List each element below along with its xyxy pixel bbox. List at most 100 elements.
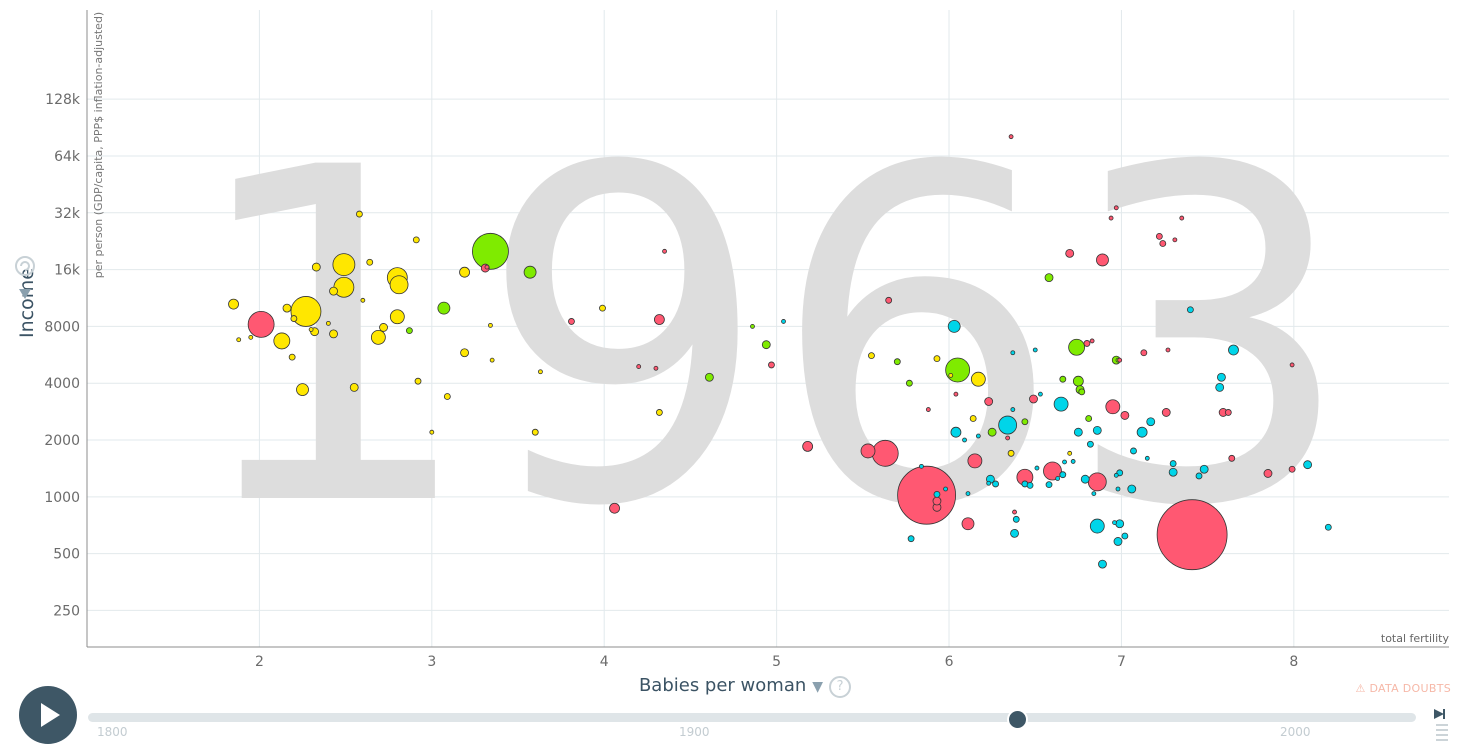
bubble[interactable] [1113,537,1123,546]
bubble[interactable] [1026,481,1034,489]
bubble[interactable] [1005,435,1011,441]
bubble[interactable] [311,262,321,272]
bubble[interactable] [1012,509,1017,515]
bubble[interactable] [1068,338,1086,356]
bubble[interactable] [1228,454,1236,462]
bubble[interactable] [1008,134,1014,140]
bubble[interactable] [984,397,994,406]
bubble[interactable] [1155,232,1163,240]
bubble[interactable] [488,322,493,328]
bubble[interactable] [932,496,942,506]
bubble[interactable] [1072,375,1084,387]
play-button[interactable] [19,686,77,744]
bubble[interactable] [975,433,981,439]
bubble[interactable] [609,502,620,514]
bubble[interactable] [655,409,663,416]
bubble[interactable] [893,358,901,366]
bubble[interactable] [1159,240,1167,247]
bubble[interactable] [945,357,971,383]
bubble[interactable] [781,319,786,324]
bubble[interactable] [484,264,490,270]
y-axis-label-group[interactable]: Income [15,256,38,338]
bubble[interactable] [370,329,386,345]
bubble[interactable] [333,276,355,298]
bubble[interactable] [761,340,771,350]
bubble[interactable] [925,407,931,412]
bubble[interactable] [366,258,374,266]
bubble[interactable] [443,393,451,400]
bubble[interactable] [1172,237,1178,243]
bubble[interactable] [662,248,667,254]
bubble[interactable] [1136,426,1148,438]
bubble[interactable] [950,426,962,438]
bubble[interactable] [986,480,992,486]
bubble[interactable] [1096,253,1109,267]
bubble[interactable] [965,491,971,497]
bubble[interactable] [379,323,388,332]
bubble[interactable] [1186,306,1194,314]
bubble[interactable] [1007,449,1015,457]
bubble[interactable] [1038,391,1043,397]
triangle-down-icon[interactable]: ▼ [812,679,824,695]
bubble[interactable] [459,266,470,278]
bubble[interactable] [389,275,409,295]
bubble[interactable] [329,286,338,296]
bubble[interactable] [1012,515,1020,523]
bubble[interactable] [288,353,296,361]
bubble[interactable] [282,303,292,313]
bubble[interactable] [967,453,983,469]
bubble[interactable] [1070,459,1076,464]
bubble[interactable] [1010,407,1016,412]
bubble[interactable] [1021,418,1029,426]
bubble[interactable] [885,296,893,304]
bubble[interactable] [1115,519,1125,529]
bubble[interactable] [325,320,331,326]
x-axis-label[interactable]: Babies per woman [638,675,807,696]
bubble[interactable] [1010,350,1016,356]
bubble[interactable] [1144,455,1150,461]
bubble[interactable] [412,236,420,244]
bubble[interactable] [1105,399,1121,415]
bubble[interactable] [429,429,435,435]
bubble[interactable] [1195,472,1203,480]
bubble[interactable] [460,348,469,358]
bubble[interactable] [1303,460,1313,470]
bubble[interactable] [1029,394,1038,404]
bubble[interactable] [248,334,254,340]
bubble[interactable] [349,383,359,392]
bubble[interactable] [332,253,356,277]
bubble[interactable] [1127,484,1137,494]
bubble[interactable] [329,329,338,339]
bubble[interactable] [1224,409,1232,416]
bubble[interactable] [998,415,1018,435]
bubble[interactable] [1059,375,1067,383]
bubble[interactable] [1324,523,1332,531]
skip-end-icon[interactable] [1432,707,1450,743]
bubble[interactable] [1089,518,1105,534]
bubble[interactable] [970,371,986,387]
bubble[interactable] [636,364,642,369]
bubble[interactable] [1113,205,1119,211]
bubble[interactable] [704,372,714,382]
help-icon[interactable]: ? [829,676,852,698]
bubble[interactable] [1085,415,1093,422]
bubble[interactable] [1086,440,1094,448]
bubble[interactable] [228,298,239,310]
bubble[interactable] [236,337,242,343]
bubble[interactable] [1083,340,1091,347]
bubble[interactable] [947,319,961,333]
bubble[interactable] [1165,347,1171,353]
bubble[interactable] [1112,520,1117,526]
bubble[interactable] [1169,460,1177,467]
triangle-down-icon[interactable] [19,289,31,299]
bubble[interactable] [1089,338,1095,344]
bubble[interactable] [948,372,954,378]
bubble[interactable] [1032,347,1038,353]
bubble[interactable] [360,297,366,303]
bubble[interactable] [953,391,959,397]
bubble[interactable] [599,304,606,312]
bubble[interactable] [1087,472,1107,492]
bubble[interactable] [290,296,322,327]
bubble[interactable] [1117,357,1123,363]
bubble[interactable] [1130,447,1137,455]
